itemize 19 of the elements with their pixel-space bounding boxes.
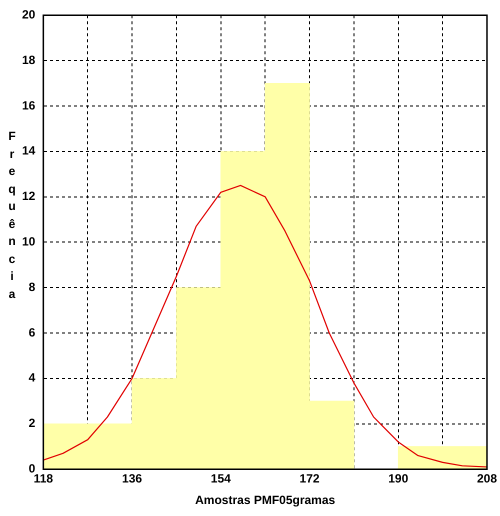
x-tick-label: 172 — [300, 472, 320, 486]
x-tick-label: 154 — [210, 472, 232, 486]
x-tick-label: 208 — [476, 472, 498, 486]
y-tick-label: 10 — [22, 234, 36, 249]
x-tick-label: 190 — [388, 472, 409, 486]
y-tick-label: 4 — [28, 370, 36, 385]
text: Frequência — [8, 129, 16, 300]
y-tick-label: 6 — [28, 325, 36, 340]
y-tick-label: 0 — [28, 462, 36, 476]
y-tick-label: 20 — [22, 8, 36, 22]
y-tick-label: 2 — [28, 416, 36, 430]
y-tick-label: 12 — [22, 189, 36, 204]
x-tick-label: 136 — [122, 472, 142, 486]
y-tick-label: 8 — [28, 280, 36, 294]
y-tick-label: 18 — [22, 52, 36, 67]
x-axis-title: Amostras PMF05gramas — [195, 493, 336, 508]
y-tick-label: 14 — [22, 144, 36, 158]
y-tick-label: 16 — [22, 98, 36, 112]
x-tick-label: 118 — [34, 472, 54, 486]
